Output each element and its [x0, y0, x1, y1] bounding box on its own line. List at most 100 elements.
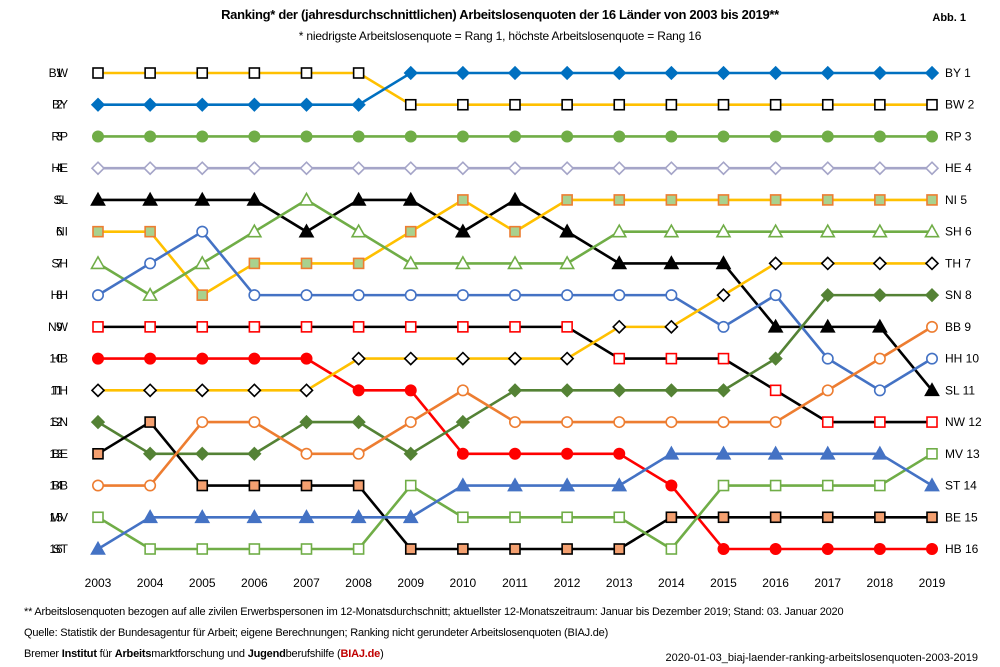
marker-NI [144, 225, 156, 238]
marker-SH [298, 191, 315, 206]
x-tick-label: 2019 [919, 576, 946, 590]
marker-BE [300, 479, 313, 492]
right-rank-label: ST 14 [945, 479, 977, 493]
marker-RP [925, 130, 938, 143]
right-rank-label: HE 4 [945, 161, 972, 175]
marker-HE [559, 161, 575, 176]
marker-MV [196, 543, 209, 555]
x-tick-label: 2009 [397, 576, 424, 590]
marker-BE [926, 511, 938, 524]
marker-HE [142, 161, 158, 176]
marker-HE [768, 161, 783, 176]
marker-HB [196, 352, 209, 365]
marker-HB [404, 384, 417, 397]
x-tick-label: 2007 [293, 576, 320, 590]
series-line-SH [97, 198, 932, 297]
marker-BB [613, 416, 626, 429]
marker-SL [246, 191, 263, 206]
marker-ST [350, 509, 367, 524]
marker-BY [195, 97, 210, 112]
marker-NI [457, 194, 469, 206]
marker-SL [350, 191, 367, 206]
marker-BY [299, 97, 314, 112]
marker-BE [248, 479, 261, 492]
org-part: Jugend [247, 648, 286, 660]
left-rank-label: 2 BY [52, 98, 68, 112]
marker-HH [92, 289, 105, 302]
marker-BW [300, 67, 313, 79]
marker-HH [196, 225, 209, 238]
marker-SL [298, 223, 315, 238]
chart-title: Ranking* der (jahresdurchschnittlichen) … [221, 7, 779, 22]
marker-NI [821, 194, 834, 206]
marker-RP [144, 130, 157, 143]
biaj-link[interactable]: BIAJ.de [340, 648, 381, 660]
marker-HH [561, 289, 574, 302]
marker-BE [717, 511, 730, 524]
marker-SH [872, 223, 888, 238]
org-part: Arbeits [114, 648, 152, 660]
marker-MV [821, 479, 834, 492]
marker-HE [455, 161, 471, 176]
marker-BY [247, 97, 262, 112]
marker-HH [144, 257, 157, 270]
marker-SL [767, 318, 784, 333]
x-tick-label: 2015 [710, 576, 737, 590]
marker-SH [715, 223, 732, 238]
marker-NI [92, 225, 104, 238]
marker-BY [351, 97, 366, 112]
marker-NW [509, 321, 521, 333]
left-rank-label: 16 ST [49, 542, 68, 556]
marker-BW [665, 98, 678, 111]
marker-NI [404, 225, 417, 238]
marker-SL [507, 191, 523, 206]
marker-HH [613, 289, 626, 302]
marker-BW [926, 98, 938, 111]
marker-BB [144, 479, 157, 492]
marker-MV [665, 543, 678, 555]
marker-NW [196, 321, 209, 333]
marker-BE [665, 511, 678, 524]
org-part: Bremer [24, 648, 62, 660]
marker-BW [821, 98, 834, 111]
marker-BE [874, 511, 886, 524]
right-rank-label: SN 8 [945, 288, 972, 302]
x-tick-label: 2004 [137, 576, 164, 590]
right-rank-label: HH 10 [945, 352, 979, 366]
marker-HE [351, 161, 366, 176]
figure-label: Abb. 1 [932, 12, 966, 24]
marker-NI [352, 257, 365, 270]
marker-SL [872, 318, 888, 333]
marker-BW [352, 67, 365, 79]
marker-NI [926, 194, 938, 206]
marker-BE [92, 447, 104, 460]
marker-BY [820, 65, 835, 81]
marker-SN [872, 288, 888, 303]
marker-BE [613, 543, 626, 555]
marker-HE [195, 161, 210, 176]
marker-MV [92, 511, 104, 524]
marker-MV [874, 479, 886, 492]
marker-ST [819, 445, 836, 460]
marker-BB [196, 416, 209, 429]
marker-ST [559, 477, 575, 492]
marker-BB [665, 416, 678, 429]
marker-ST [924, 477, 940, 492]
marker-SN [247, 446, 262, 461]
marker-MV [352, 543, 365, 555]
marker-TH [507, 351, 523, 366]
marker-NW [248, 321, 261, 333]
x-tick-label: 2012 [554, 576, 581, 590]
right-rank-label: NW 12 [945, 415, 982, 429]
marker-ST [455, 477, 471, 492]
marker-BW [613, 98, 626, 111]
marker-SH [663, 223, 680, 238]
marker-TH [664, 319, 679, 334]
marker-NI [874, 194, 886, 206]
marker-HB [508, 447, 521, 460]
marker-HB [92, 352, 105, 365]
right-rank-label: HB 16 [945, 542, 979, 556]
right-rank-label: BW 2 [945, 98, 975, 112]
marker-SH [142, 287, 158, 301]
